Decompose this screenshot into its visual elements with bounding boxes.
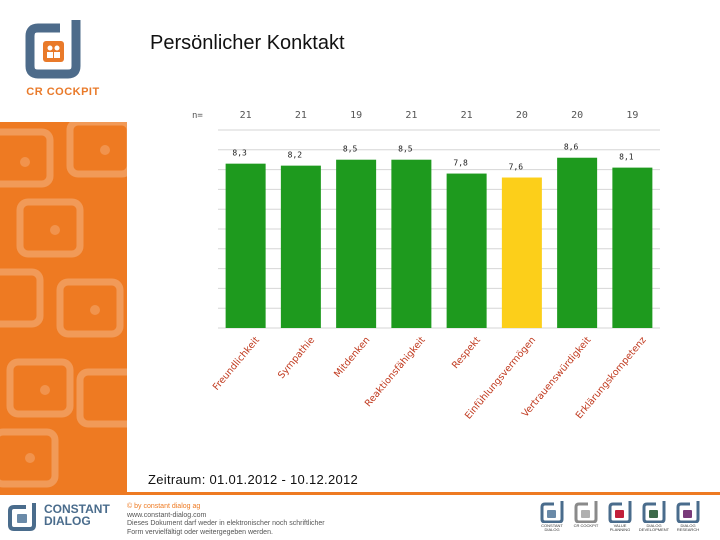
data-label: 7,6: [509, 163, 524, 172]
n-value: 20: [571, 110, 583, 121]
tick-label: Freundlichkeit: [211, 335, 262, 393]
decorative-pattern: [0, 122, 127, 492]
n-value: 19: [350, 110, 362, 121]
product-logo: DIALOG RESEARCH: [674, 501, 702, 532]
product-logo: CONSTANT DIALOG: [538, 501, 566, 532]
company-name: CONSTANT DIALOG: [44, 502, 110, 528]
product-logo: CR COCKPIT: [572, 501, 600, 532]
bar: [336, 159, 377, 328]
data-label: 8,6: [564, 143, 579, 152]
tick-label: Respekt: [450, 335, 483, 371]
product-logo: VALUE PLANNING: [606, 501, 634, 532]
logo-text: CR COCKPIT: [26, 86, 100, 98]
bar: [280, 165, 321, 328]
copyright-notice: © by constant dialog ag www.constant-dia…: [127, 503, 325, 536]
bar: [446, 173, 487, 328]
footer: [0, 495, 720, 540]
tick-label: Sympathie: [276, 335, 317, 381]
bar: [225, 163, 266, 328]
copyright: © by constant dialog ag: [127, 503, 201, 510]
data-label: 7,8: [453, 159, 468, 168]
data-label: 8,3: [232, 149, 247, 158]
bar: [391, 159, 432, 328]
n-value: 21: [295, 110, 307, 121]
bar: [612, 167, 653, 328]
n-value: 21: [461, 110, 473, 121]
bar: [557, 157, 598, 328]
constant-dialog-logo-icon: [8, 503, 36, 531]
tick-label: Mitdenken: [332, 335, 372, 380]
tick-label: Reaktionsfähigkeit: [363, 335, 428, 409]
n-value: 21: [405, 110, 417, 121]
data-label: 8,5: [398, 145, 413, 154]
data-label: 8,5: [343, 145, 358, 154]
period-label: Zeitraum: 01.01.2012 - 10.12.2012: [148, 472, 359, 487]
footer-divider: [0, 492, 720, 495]
product-logos: CONSTANT DIALOG CR COCKPIT VALUE PLANNIN…: [538, 501, 702, 532]
n-value: 20: [516, 110, 528, 121]
bar: [501, 177, 542, 328]
data-label: 8,2: [288, 151, 303, 160]
data-label: 8,1: [619, 153, 634, 162]
cr-cockpit-logo-icon: [25, 20, 81, 79]
logo-area: CR COCKPIT: [0, 0, 127, 122]
bar-chart: n= 21 21 19 21 21 20 20 19 8,3 8,2 8,5 8,5 7,8 7,6 8,…: [192, 110, 660, 422]
sidebar: CR COCKPIT: [0, 0, 127, 492]
n-label: n=: [192, 111, 203, 121]
n-value: 19: [626, 110, 638, 121]
product-logo: DIALOG DEVELOPMENT: [639, 501, 669, 532]
page-title: Persönlicher Konktakt: [150, 32, 345, 54]
n-value: 21: [240, 110, 252, 121]
website-link[interactable]: www.constant-dialog.com: [127, 511, 207, 519]
